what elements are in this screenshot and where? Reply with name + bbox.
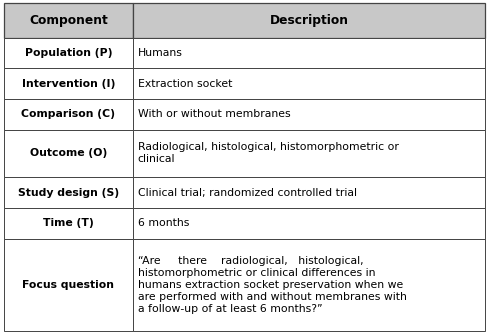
Bar: [4, 3, 133, 38]
Bar: [133, 130, 484, 177]
Text: Intervention (I): Intervention (I): [21, 78, 115, 89]
Bar: [4, 38, 133, 68]
Text: With or without membranes: With or without membranes: [138, 109, 290, 119]
Text: Comparison (C): Comparison (C): [21, 109, 115, 119]
Text: 6 months: 6 months: [138, 218, 189, 228]
Bar: [133, 177, 484, 208]
Text: Study design (S): Study design (S): [18, 188, 119, 197]
Text: Extraction socket: Extraction socket: [138, 78, 232, 89]
Text: Humans: Humans: [138, 48, 182, 58]
Bar: [133, 3, 484, 38]
Bar: [133, 238, 484, 331]
Bar: [4, 177, 133, 208]
Text: Time (T): Time (T): [43, 218, 94, 228]
Bar: [133, 208, 484, 238]
Text: Clinical trial; randomized controlled trial: Clinical trial; randomized controlled tr…: [138, 188, 356, 197]
Text: Focus question: Focus question: [22, 280, 114, 290]
Bar: [133, 68, 484, 99]
Text: Component: Component: [29, 14, 107, 27]
Bar: [4, 208, 133, 238]
Bar: [4, 68, 133, 99]
Bar: [133, 38, 484, 68]
Text: “Are     there    radiological,   histological,
histomorphometric or clinical di: “Are there radiological, histological, h…: [138, 256, 406, 314]
Bar: [4, 99, 133, 130]
Text: Outcome (O): Outcome (O): [30, 148, 107, 158]
Bar: [4, 238, 133, 331]
Text: Population (P): Population (P): [24, 48, 112, 58]
Bar: [4, 130, 133, 177]
Text: Description: Description: [269, 14, 348, 27]
Bar: [133, 99, 484, 130]
Text: Radiological, histological, histomorphometric or
clinical: Radiological, histological, histomorphom…: [138, 142, 398, 164]
